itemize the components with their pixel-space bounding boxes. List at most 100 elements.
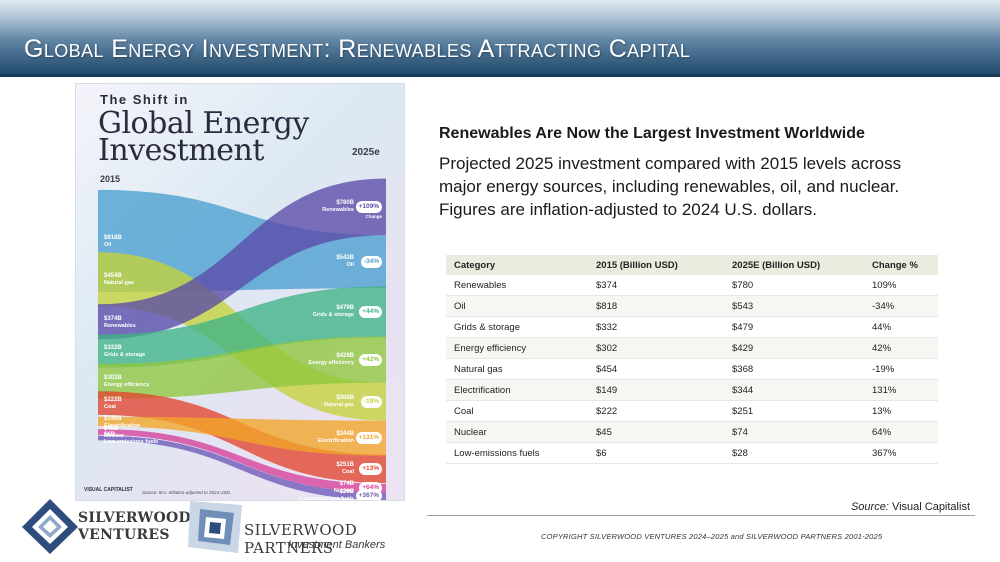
left-label-value: $222B (104, 397, 122, 404)
table-row: Electrification $149 $344 131% (446, 379, 938, 401)
right-label-name: Renewables (322, 206, 354, 213)
brand-name: VISUAL CAPITALIST (84, 487, 133, 493)
right-label-name: Low-emissions fuels (299, 496, 354, 501)
flow-renewables (98, 178, 386, 340)
flow-nuclear (98, 429, 386, 493)
header-2025e: 2025E (Billion USD) (724, 255, 864, 275)
right-label: $543B Oil (336, 255, 354, 269)
cell-2015: $45 (588, 421, 724, 443)
left-label-value: $149B (104, 415, 122, 422)
cell-category: Natural gas (446, 358, 588, 380)
cell-change: 109% (864, 275, 938, 296)
cell-category: Oil (446, 295, 588, 317)
left-label-value: $818B (104, 234, 122, 241)
flow-energy-efficiency (98, 336, 386, 399)
flow-electrification (98, 416, 386, 456)
left-label-name: Grids & storage (104, 352, 146, 359)
right-label-value: $368B (336, 394, 354, 401)
left-label: $149B Electrification (104, 416, 140, 430)
sankey-flows (98, 178, 386, 500)
right-label: $368B Natural gas (324, 395, 354, 409)
left-label: $374B Renewables (104, 316, 136, 330)
footer-divider (427, 515, 975, 516)
left-label: $222B Coal (104, 397, 122, 411)
cell-change: 42% (864, 337, 938, 359)
title-divider (0, 74, 1000, 77)
cell-2025e: $74 (724, 421, 864, 443)
left-label-value: $374B (104, 315, 122, 322)
silverwood-ventures-logo: SILVERWOOD VENTURES (20, 497, 191, 555)
source-name: Visual Capitalist (891, 501, 970, 513)
left-label: $6B Low-emissions fuels (104, 432, 158, 446)
cell-2025e: $780 (724, 275, 864, 296)
left-label-value: $332B (104, 345, 122, 352)
cell-category: Nuclear (446, 421, 588, 443)
left-label-value: $454B (104, 273, 122, 280)
table-row: Natural gas $454 $368 -19% (446, 358, 938, 380)
ventures-name: SILVERWOOD (78, 510, 191, 526)
ventures-subname: VENTURES (78, 527, 170, 543)
page-title: Global Energy Investment: Renewables Att… (24, 35, 691, 63)
change-pill: +367% (355, 490, 382, 500)
silverwood-partners-logo: SILVERWOOD PARTNERS Investment Bankers (186, 497, 411, 557)
partners-name: SILVERWOOD PARTNERS (244, 521, 358, 557)
left-label-value: $45B (104, 425, 119, 432)
partners-tagline: Investment Bankers (288, 539, 386, 551)
infographic-title-line1: Global Energy (98, 106, 309, 141)
left-label: $302B Energy efficiency (104, 375, 150, 389)
infographic-title-line2: Investment (98, 133, 264, 168)
right-label-name: Electrification (317, 438, 354, 445)
partners-diamond-icon (188, 501, 242, 553)
description: Projected 2025 investment compared with … (439, 154, 902, 219)
change-note: Change (365, 213, 382, 219)
left-label-name: Energy efficiency (104, 382, 150, 389)
change-pill: -34% (360, 255, 382, 268)
header-2015: 2015 (Billion USD) (588, 255, 724, 275)
table-row: Energy efficiency $302 $429 42% (446, 337, 938, 359)
table-row: Coal $222 $251 13% (446, 400, 938, 422)
table-row: Oil $818 $543 -34% (446, 295, 938, 317)
right-label-value: $74B (339, 481, 354, 488)
cell-category: Renewables (446, 275, 588, 296)
left-label-name: Natural gas (104, 280, 134, 287)
cell-2015: $332 (588, 316, 724, 338)
left-label-name: Electrification (104, 422, 141, 429)
left-label-name: Oil (104, 241, 112, 248)
left-label-name: Renewables (104, 322, 136, 329)
cell-change: -19% (864, 358, 938, 380)
cell-2015: $6 (588, 442, 724, 464)
year-2015-label: 2015 (100, 174, 121, 184)
right-label: $479B Grids & storage (313, 305, 354, 319)
right-label-name: Energy efficiency (308, 359, 354, 366)
cell-category: Grids & storage (446, 316, 588, 338)
left-label: $45B Nuclear (104, 426, 124, 440)
table-header-row: Category 2015 (Billion USD) 2025E (Billi… (446, 255, 938, 275)
title-bar: Global Energy Investment: Renewables Att… (0, 0, 1000, 74)
right-label-value: $429B (336, 352, 354, 359)
cell-2025e: $368 (724, 358, 864, 380)
cell-change: 367% (864, 442, 938, 464)
cell-category: Coal (446, 400, 588, 422)
cell-change: -34% (864, 295, 938, 317)
cell-2015: $222 (588, 400, 724, 422)
cell-2025e: $28 (724, 442, 864, 464)
cell-2015: $454 (588, 358, 724, 380)
right-label-value: $344B (336, 431, 354, 438)
left-label: $332B Grids & storage (104, 345, 145, 359)
left-label: $818B Oil (104, 235, 122, 249)
cell-category: Electrification (446, 379, 588, 401)
cell-2025e: $543 (724, 295, 864, 317)
headline: Renewables Are Now the Largest Investmen… (439, 125, 865, 142)
source-note: Source: Visual Capitalist (851, 501, 970, 513)
right-label: $28B Low-emissions fuels (299, 489, 354, 501)
left-label-value: $6B (104, 432, 116, 439)
cell-2025e: $251 (724, 400, 864, 422)
change-pill: +42% (359, 353, 382, 366)
source-prefix: Source: (850, 501, 889, 513)
copyright: COPYRIGHT SILVERWOOD VENTURES 2024–2025 … (541, 532, 883, 541)
flow-grids-storage (98, 286, 386, 368)
right-label-value: $479B (336, 304, 354, 311)
flow-low-emissions-fuels (98, 435, 386, 500)
right-label: $344B Electrification (318, 431, 354, 445)
header-change: Change % (864, 255, 938, 275)
